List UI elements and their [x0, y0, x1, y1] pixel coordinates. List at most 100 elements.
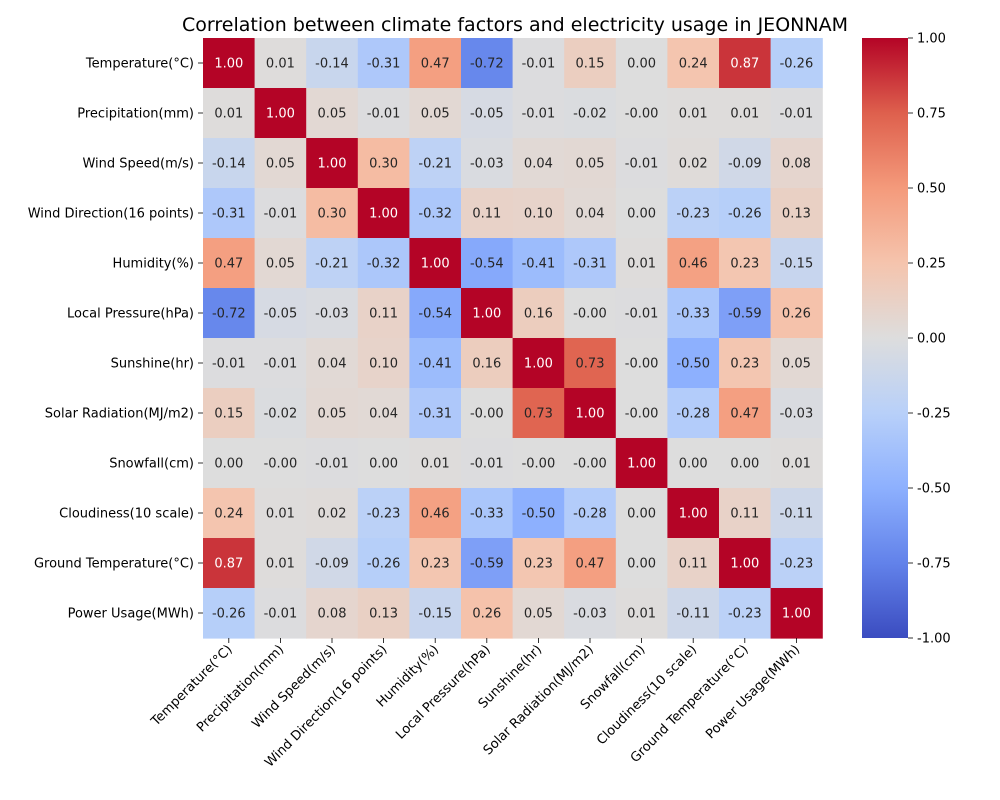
- heatmap-cell: [770, 238, 823, 289]
- cell-value-label: -0.23: [728, 607, 762, 622]
- heatmap-cell: [667, 388, 720, 439]
- cell-value-label: 1.00: [730, 557, 759, 572]
- heatmap-cell: [719, 288, 772, 339]
- cell-value-label: 0.08: [318, 607, 347, 622]
- heatmap-cell: [770, 288, 823, 339]
- heatmap-cell: [306, 38, 359, 89]
- cell-value-label: -0.72: [470, 57, 504, 72]
- heatmap-cell: [254, 288, 307, 339]
- heatmap-cell: [512, 538, 565, 589]
- colorbar-tick-label: -0.75: [917, 557, 951, 572]
- cell-value-label: 0.00: [679, 457, 708, 472]
- heatmap-cell: [306, 488, 359, 539]
- heatmap-cell: [254, 88, 307, 139]
- cell-value-label: 0.04: [576, 207, 605, 222]
- cell-value-label: -0.28: [676, 407, 710, 422]
- heatmap-cell: [409, 588, 462, 639]
- heatmap-cell: [357, 188, 410, 239]
- heatmap-cell: [564, 388, 617, 439]
- cell-value-label: 0.08: [782, 157, 811, 172]
- cell-value-label: -0.02: [573, 107, 607, 122]
- cell-value-label: 0.11: [730, 507, 759, 522]
- heatmap-cell: [667, 138, 720, 189]
- heatmap-cell: [357, 38, 410, 89]
- cell-value-label: 0.23: [730, 257, 759, 272]
- cell-value-label: 0.26: [782, 307, 811, 322]
- cell-value-label: 0.47: [421, 57, 450, 72]
- heatmap-cell: [461, 588, 514, 639]
- colorbar-tick-label: 0.75: [917, 107, 946, 122]
- cell-value-label: -0.00: [470, 407, 504, 422]
- heatmap-cell: [254, 338, 307, 389]
- cell-value-label: 0.46: [421, 507, 450, 522]
- heatmap-cell: [719, 138, 772, 189]
- heatmap-cell: [719, 88, 772, 139]
- x-tick-label: Cloudiness(10 scale): [594, 642, 700, 748]
- cell-value-label: 0.46: [679, 257, 708, 272]
- cell-value-label: 1.00: [318, 157, 347, 172]
- cell-value-label: 0.47: [576, 557, 605, 572]
- heatmap-cell: [719, 238, 772, 289]
- heatmap-cell: [512, 138, 565, 189]
- heatmap-cell: [254, 188, 307, 239]
- heatmap-cell: [306, 338, 359, 389]
- cell-value-label: -0.00: [573, 307, 607, 322]
- heatmap-cell: [409, 188, 462, 239]
- cell-value-label: 0.16: [524, 307, 553, 322]
- cell-value-label: 0.11: [679, 557, 708, 572]
- y-tick-label: Temperature(°C): [85, 57, 194, 72]
- heatmap-cell: [667, 338, 720, 389]
- y-axis-tick-labels: Temperature(°C) Precipitation(mm) Wind Spe…: [28, 57, 203, 622]
- cell-value-label: -0.59: [470, 557, 504, 572]
- cell-value-label: -0.02: [264, 407, 298, 422]
- cell-value-label: -0.32: [418, 207, 452, 222]
- cell-value-label: -0.01: [264, 207, 298, 222]
- cell-value-label: -0.00: [573, 457, 607, 472]
- cell-value-label: -0.50: [676, 357, 710, 372]
- cell-value-label: -0.41: [418, 357, 452, 372]
- cell-value-label: 0.13: [369, 607, 398, 622]
- heatmap-cell: [564, 288, 617, 339]
- heatmap-cell: [357, 488, 410, 539]
- heatmap-cell: [667, 238, 720, 289]
- cell-value-label: -0.23: [780, 557, 814, 572]
- heatmap-cell: [254, 488, 307, 539]
- heatmap-cell: [203, 188, 256, 239]
- heatmap-cell: [564, 488, 617, 539]
- cell-value-label: -0.01: [367, 107, 401, 122]
- y-tick-label: Ground Temperature(°C): [34, 557, 194, 572]
- cell-value-label: 1.00: [421, 257, 450, 272]
- y-tick-label: Humidity(%): [113, 257, 194, 272]
- heatmap-cell: [306, 538, 359, 589]
- heatmap-cell: [306, 438, 359, 489]
- cell-value-label: -0.33: [676, 307, 710, 322]
- heatmap-cell: [203, 438, 256, 489]
- heatmap-cell: [357, 238, 410, 289]
- cell-value-label: -0.54: [470, 257, 504, 272]
- cell-value-label: 0.47: [730, 407, 759, 422]
- heatmap-cell: [512, 288, 565, 339]
- heatmap-cell: [306, 138, 359, 189]
- heatmap-cell: [461, 188, 514, 239]
- cell-value-label: -0.01: [780, 107, 814, 122]
- cell-value-label: -0.01: [212, 357, 246, 372]
- cell-value-label: 1.00: [627, 457, 656, 472]
- heatmap-cell: [461, 438, 514, 489]
- heatmap-cell: [770, 38, 823, 89]
- heatmap-cell: [770, 588, 823, 639]
- heatmap-cell: [770, 488, 823, 539]
- heatmap-cell: [461, 338, 514, 389]
- cell-value-label: -0.03: [315, 307, 349, 322]
- cell-value-label: 0.02: [679, 157, 708, 172]
- cell-value-label: -0.01: [264, 607, 298, 622]
- y-tick-label: Power Usage(MWh): [68, 607, 194, 622]
- heatmap-cell: [512, 488, 565, 539]
- colorbar-tick-label: 0.00: [917, 332, 946, 347]
- heatmap-cell: [409, 88, 462, 139]
- cell-value-label: 0.11: [369, 307, 398, 322]
- cell-value-label: 0.26: [472, 607, 501, 622]
- cell-value-label: 0.00: [369, 457, 398, 472]
- heatmap-cell: [254, 238, 307, 289]
- y-tick-label: Solar Radiation(MJ/m2): [45, 407, 194, 422]
- cell-value-label: 0.24: [214, 507, 243, 522]
